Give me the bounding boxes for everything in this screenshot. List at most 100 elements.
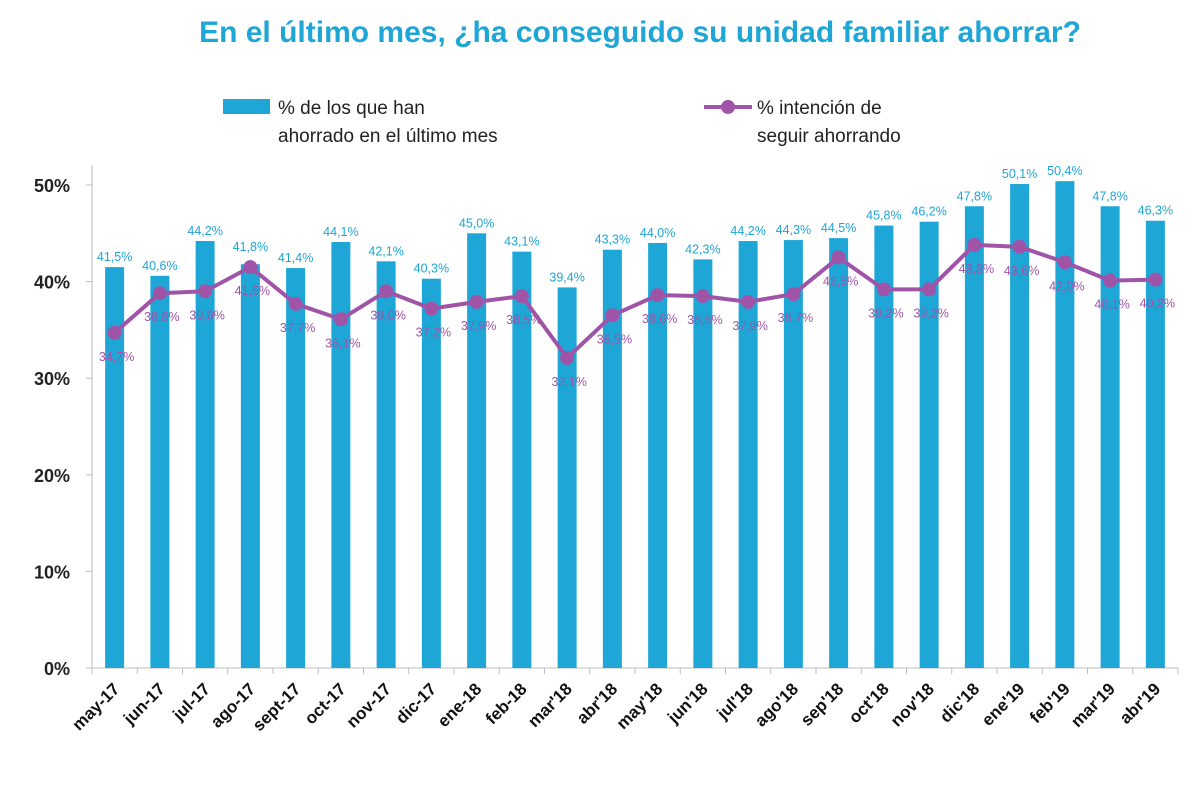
bar-data-label: 44,1% [323,225,358,239]
bar-data-label: 47,8% [1092,189,1127,203]
bar-data-label: 41,4% [278,251,313,265]
line-data-label: 38,8% [144,310,179,324]
bar [557,287,577,668]
line-point [831,250,846,265]
x-tick-label: mar'18 [524,679,576,731]
bar [919,221,939,668]
bar [150,275,170,668]
x-tick-label: may-17 [69,679,124,734]
line-data-label: 40,2% [1140,297,1175,311]
line-data-label: 43,6% [1004,264,1039,278]
bar [1100,206,1120,668]
x-tick-label: feb-18 [482,679,531,728]
line-data-label: 39,2% [868,306,903,320]
y-tick-label: 40% [34,273,70,293]
labels: 41,5% 40,6% 44,2% 41,8% 41,4% 44,1% 42,1% 40,3%… [97,164,1175,389]
bar [602,249,622,669]
line-data-label: 36,1% [325,336,360,350]
line-point [288,296,303,311]
legend: % de los que han ahorrado en el último m… [223,98,901,147]
bar-data-label: 41,8% [233,240,268,254]
bar-data-label: 45,8% [866,209,901,223]
line-point [1057,255,1072,270]
line-point [514,289,529,304]
bar-data-label: 47,8% [957,189,992,203]
bar-data-label: 44,2% [730,224,765,238]
x-tick-label: dic-17 [392,679,440,727]
x-tick-label: oct'18 [845,679,893,727]
bar-data-label: 40,6% [142,259,177,273]
line-point [1012,239,1027,254]
x-tick-label: oct-17 [301,679,350,728]
line-point [560,350,575,365]
legend-bar-swatch [223,99,270,114]
y-tick-label: 0% [44,659,70,679]
bar-data-label: 43,3% [595,233,630,247]
bar [648,242,668,668]
bar-data-label: 42,1% [368,244,403,258]
line-data-label: 42,0% [1049,279,1084,293]
line-point [152,286,167,301]
x-tick-label: may'18 [613,679,667,733]
bar-data-label: 39,4% [549,270,584,284]
x-tick-label: nov'18 [887,679,938,730]
line-point [741,294,756,309]
bar-data-label: 44,5% [821,221,856,235]
bar-data-label: 44,2% [187,224,222,238]
chart-title: En el último mes, ¿ha conseguido su unid… [199,16,1081,49]
line-point [333,312,348,327]
line-point [198,284,213,299]
line-data-label: 38,6% [642,312,677,326]
bar [738,241,758,668]
line-data-label: 38,5% [506,313,541,327]
bar [421,278,441,668]
legend-bar-label-2: ahorrado en el último mes [278,126,498,147]
x-tick-label: sept-17 [249,679,305,735]
line-data-label: 37,9% [461,319,496,333]
bar-data-label: 46,3% [1138,204,1173,218]
line-point [1148,272,1163,287]
x-tick-label: jun'18 [663,679,711,727]
legend-line-label-2: seguir ahorrando [757,126,901,147]
y-tick-label: 20% [34,466,70,486]
line-data-label: 36,5% [597,332,632,346]
bar-data-label: 41,5% [97,250,132,264]
line-data-label: 37,9% [732,319,767,333]
bar [1010,184,1030,668]
bar [376,261,396,668]
bar [240,264,260,668]
y-tick-label: 50% [34,176,70,196]
legend-line-label-1: % intención de [757,98,882,119]
x-tick-label: ago'18 [751,679,802,730]
bar-data-label: 50,1% [1002,167,1037,181]
line-point [107,325,122,340]
bar [1055,181,1075,669]
x-tick-label: ene-18 [434,679,486,731]
bar-data-label: 50,4% [1047,164,1082,178]
x-tick-label: jun-17 [119,679,169,729]
line-data-label: 39,2% [913,306,948,320]
bar [105,267,125,668]
y-tick-label: 10% [34,562,70,582]
bar-data-label: 45,0% [459,216,494,230]
bar [964,206,984,668]
line-data-label: 38,7% [778,311,813,325]
legend-line-marker [721,100,735,114]
bar-data-label: 46,2% [911,205,946,219]
line-data-label: 41,5% [235,284,270,298]
bar-data-label: 40,3% [414,262,449,276]
line-data-label: 39,0% [189,308,224,322]
line-point [876,282,891,297]
line-point [1103,273,1118,288]
line-data-label: 32,1% [551,375,586,389]
line-data-label: 40,1% [1094,298,1129,312]
x-tick-label: feb'19 [1026,679,1074,727]
line-point [379,284,394,299]
line-data-label: 43,8% [959,262,994,276]
bar [874,225,894,668]
x-tick-label: sep'18 [797,679,847,729]
line-point [695,289,710,304]
bar [195,241,215,668]
line-data-label: 39,0% [370,308,405,322]
